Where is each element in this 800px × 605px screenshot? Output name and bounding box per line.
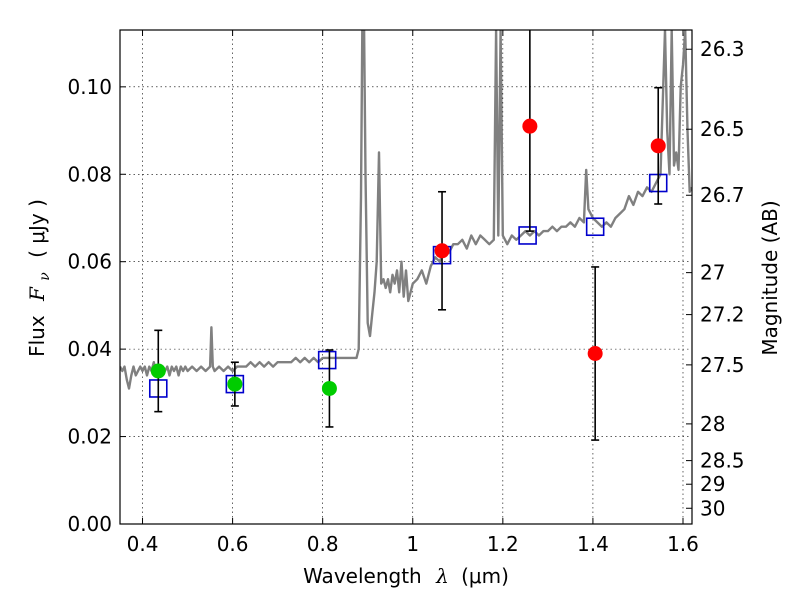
right-axis-label: Magnitude (AB) [758, 200, 782, 355]
y-tick-label: 0.10 [67, 75, 112, 99]
right-tick-label: 27.5 [700, 353, 745, 377]
x-axis-label-lambda: λ [435, 564, 449, 588]
right-tick-label: 26.5 [700, 117, 745, 141]
right-tick-label: 27 [700, 261, 725, 285]
y-axis-label: Flux F ν ( μJy ) [25, 199, 54, 357]
right-tick-label: 28 [700, 412, 725, 436]
red-data-point [522, 118, 538, 134]
red-data-point [434, 243, 450, 259]
right-tick-label: 29 [700, 472, 725, 496]
y-axis-label-symbol: F [25, 286, 49, 302]
x-tick-label: 1.6 [667, 532, 699, 556]
model-square [585, 217, 605, 237]
y-tick-label: 0.00 [67, 512, 112, 536]
x-tick-label: 1.2 [487, 532, 519, 556]
right-tick-label: 27.2 [700, 303, 745, 327]
y-axis-label-subscript: ν [37, 272, 53, 281]
green-data-point [227, 376, 243, 392]
y-axis-label-text: Flux [25, 315, 49, 357]
model-square [518, 226, 537, 245]
spectrum-line [120, 30, 692, 390]
series-layer [120, 30, 692, 441]
model-square [317, 350, 337, 370]
right-tick-label: 30 [700, 496, 725, 520]
x-tick-label: 0.4 [127, 532, 159, 556]
x-tick-label: 1 [406, 532, 419, 556]
y-tick-label: 0.08 [67, 162, 112, 186]
plot-frame [119, 29, 693, 525]
right-tick-label: 26.7 [700, 183, 745, 207]
y-tick-label: 0.02 [67, 425, 112, 449]
green-data-point [150, 363, 166, 379]
y-tick-label: 0.04 [67, 337, 112, 361]
x-axis-label-unit: (μm) [461, 564, 509, 588]
red-data-point [650, 138, 666, 154]
x-tick-label: 0.6 [217, 532, 249, 556]
green-data-point [321, 380, 337, 396]
x-axis-label-text: Wavelength [303, 564, 422, 588]
x-tick-label: 0.8 [307, 532, 339, 556]
y-axis-label-unit: ( μJy ) [25, 199, 49, 258]
right-tick-label: 28.5 [700, 449, 745, 473]
red-data-point [587, 346, 603, 362]
y-tick-label: 0.06 [67, 250, 112, 274]
ticks: 0.4 0.6 0.8 1 1.2 1.4 1.6 0.00 0.02 0.04 0.06 0.08 0… [67, 30, 745, 556]
right-tick-label: 26.3 [700, 37, 745, 61]
x-tick-label: 1.4 [577, 532, 609, 556]
x-axis-label: Wavelength λ (μm) [303, 564, 509, 588]
